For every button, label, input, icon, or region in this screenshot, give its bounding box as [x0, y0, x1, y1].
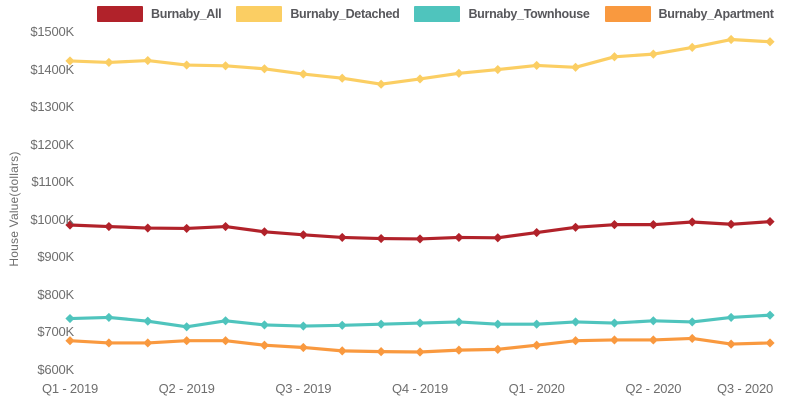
- series-markers-burnaby-townhouse: [65, 310, 775, 332]
- x-tick-label: Q1 - 2020: [508, 381, 565, 396]
- legend-label: Burnaby_Apartment: [658, 7, 774, 21]
- series-burnaby-all: [65, 217, 775, 244]
- legend-swatch-burnaby-detached: [236, 6, 283, 22]
- series-markers-burnaby-apartment: [65, 333, 775, 357]
- legend-swatch-burnaby-all: [97, 6, 143, 22]
- legend-item-burnaby-apartment[interactable]: Burnaby_Apartment: [604, 6, 774, 22]
- x-tick-label: Q3 - 2020: [716, 381, 773, 396]
- y-tick-label: $700K: [37, 324, 74, 340]
- y-tick-label: $900K: [37, 249, 74, 265]
- series-markers-burnaby-detached: [65, 34, 775, 89]
- x-tick-label: Q4 - 2019: [391, 381, 448, 396]
- legend-swatch-burnaby-apartment: [604, 6, 651, 22]
- series-burnaby-apartment: [65, 333, 775, 357]
- x-tick-label: Q2 - 2020: [625, 381, 682, 396]
- legend-item-burnaby-all[interactable]: Burnaby_All: [97, 6, 222, 22]
- legend-label: Burnaby_Detached: [290, 7, 400, 21]
- y-axis-title-wrap: House Value(dollars): [4, 134, 24, 284]
- y-tick-label: $1500K: [30, 24, 74, 39]
- x-tick-label: Q2 - 2019: [158, 381, 215, 396]
- legend: Burnaby_All Burnaby_Detached Burnaby_Townh…: [97, 4, 789, 24]
- legend-item-burnaby-detached[interactable]: Burnaby_Detached: [236, 6, 400, 22]
- x-tick-label: Q3 - 2019: [275, 381, 332, 396]
- legend-label: Burnaby_Townhouse: [468, 7, 590, 21]
- series-burnaby-townhouse: [65, 310, 775, 332]
- x-tick-label: Q1 - 2019: [41, 381, 98, 396]
- y-tick-label: $600K: [37, 362, 74, 377]
- y-tick-label: $1100K: [31, 174, 74, 190]
- legend-item-burnaby-townhouse[interactable]: Burnaby_Townhouse: [414, 6, 590, 22]
- y-tick-label: $1000K: [30, 211, 74, 227]
- y-tick-label: $800K: [37, 286, 74, 302]
- series-burnaby-detached: [65, 34, 775, 89]
- y-axis-title: House Value(dollars): [7, 151, 21, 267]
- y-tick-label: $1200K: [30, 136, 74, 152]
- y-tick-label: $1300K: [30, 99, 74, 115]
- legend-swatch-burnaby-townhouse: [414, 6, 461, 22]
- y-tick-label: $1400K: [30, 61, 74, 77]
- series-markers-burnaby-all: [65, 217, 775, 244]
- legend-label: Burnaby_All: [151, 7, 222, 21]
